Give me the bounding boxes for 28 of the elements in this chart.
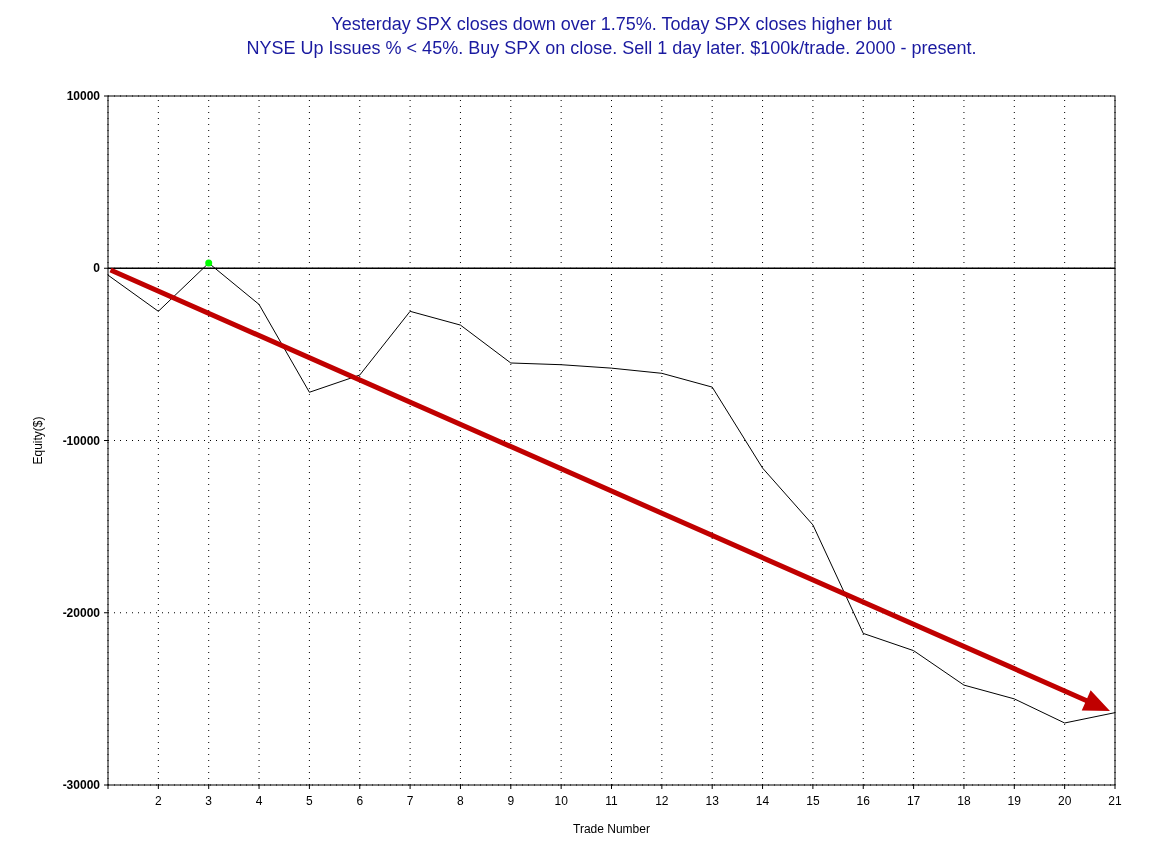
x-tick-label: 10 (554, 794, 569, 808)
y-axis-title: Equity($) (31, 416, 45, 465)
x-tick-label: 4 (255, 794, 263, 808)
x-tick-label: 8 (457, 794, 465, 808)
x-tick-label: 9 (507, 794, 515, 808)
x-axis-title: Trade Number (573, 822, 650, 836)
y-tick-label: -10000 (62, 433, 101, 448)
x-tick-label: 15 (806, 794, 820, 808)
x-tick-label: 21 (1108, 794, 1122, 808)
x-tick-label: 5 (306, 794, 314, 808)
x-tick-label: 2 (155, 794, 163, 808)
x-tick-label: 12 (655, 794, 669, 808)
y-tick-label: -20000 (62, 605, 101, 620)
x-tick-label: 7 (406, 794, 414, 808)
x-tick-label: 6 (356, 794, 364, 808)
x-tick-label: 13 (705, 794, 720, 808)
x-tick-label: 17 (906, 794, 921, 808)
y-tick-label: -30000 (62, 778, 101, 792)
x-tick-label: 20 (1057, 794, 1072, 808)
y-tick-label: 0 (93, 261, 101, 276)
x-tick-label: 16 (856, 794, 871, 808)
chart-title: Yesterday SPX closes down over 1.75%. Today SPX closes higher but NYSE Up Issues % < 45%. Buy SPX on close. Sell 1 day later. $100k/trade. 2000 - present. (246, 14, 977, 58)
x-tick-label: 11 (605, 794, 619, 808)
x-tick-label: 3 (205, 794, 213, 808)
x-tick-label: 19 (1007, 794, 1022, 808)
y-tick-label: 10000 (66, 89, 101, 103)
x-tick-label: 14 (755, 794, 770, 808)
x-tick-label: 18 (957, 794, 971, 808)
